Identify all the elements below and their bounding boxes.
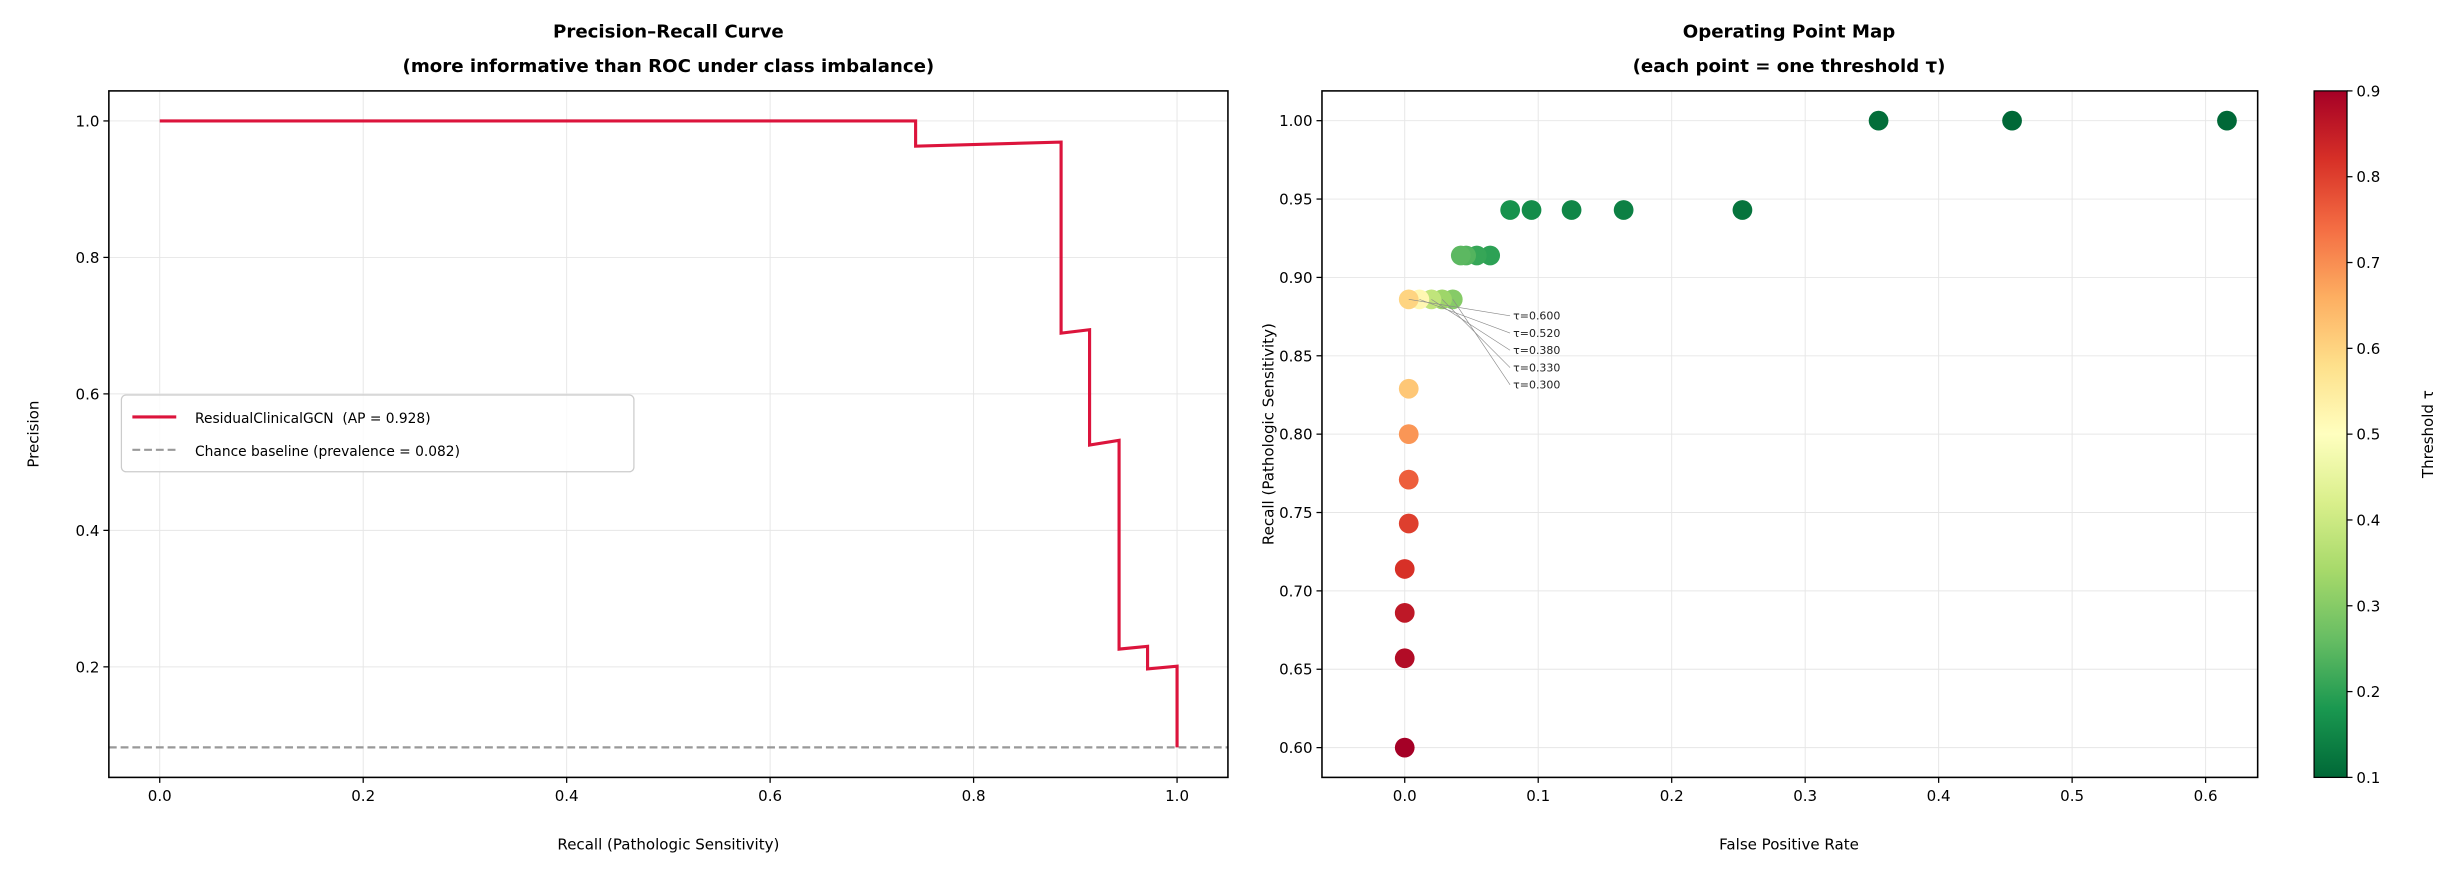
pr-y-tick-label: 0.6 [76, 385, 100, 403]
colorbar-tick-label: 0.7 [2356, 254, 2380, 272]
pr-y-tick-label: 0.2 [76, 658, 100, 676]
op-x-tick-label: 0.4 [1927, 787, 1951, 805]
op-y-tick-label: 0.65 [1279, 661, 1312, 679]
colorbar-tick-label: 0.3 [2356, 597, 2380, 615]
pr-x-tick-label: 0.8 [962, 787, 986, 805]
colorbar-tick-label: 0.9 [2356, 82, 2380, 100]
operating-point [2217, 110, 2237, 131]
op-x-tick-label: 0.1 [1526, 787, 1550, 805]
operating-point [1398, 469, 1419, 490]
pr-x-tick-label: 1.0 [1165, 787, 1189, 805]
pr-y-tick-label: 1.0 [76, 112, 100, 130]
op-chart-title: Operating Point Map [1683, 22, 1896, 43]
operating-point [1500, 200, 1521, 220]
threshold-annotation: τ=0.330 [1513, 361, 1560, 374]
threshold-annotation: τ=0.600 [1513, 310, 1560, 323]
pr-y-axis-label: Precision [24, 401, 42, 468]
threshold-annotation-leader [1452, 299, 1511, 385]
colorbar-tick-label: 0.8 [2356, 168, 2380, 186]
pr-y-tick-label: 0.4 [76, 522, 100, 540]
threshold-annotation-leader [1431, 299, 1511, 351]
pr-chart-title: Precision–Recall Curve [553, 22, 784, 43]
colorbar-gradient [2313, 90, 2348, 779]
op-x-axis-label: False Positive Rate [1719, 835, 1859, 853]
pr-axes-frame [108, 90, 1229, 779]
pr-legend: ResidualClinicalGCN (AP = 0.928) Chance … [120, 394, 635, 473]
op-y-tick-label: 0.90 [1279, 269, 1312, 287]
colorbar-tick-label: 0.1 [2356, 769, 2380, 787]
colorbar-tick-label: 0.6 [2356, 340, 2380, 358]
pr-x-tick-label: 0.4 [555, 787, 579, 805]
op-x-tick-label: 0.3 [1793, 787, 1817, 805]
colorbar: 0.1 0.2 0.3 0.4 0.5 0.6 0.7 0.8 0.9 Threshold τ [2313, 82, 2437, 787]
threshold-annotation: τ=0.520 [1513, 327, 1560, 340]
op-y-tick-label: 0.95 [1279, 191, 1312, 209]
op-y-tick-label: 0.70 [1279, 582, 1312, 600]
operating-point [1394, 737, 1415, 758]
colorbar-tick-label: 0.4 [2356, 511, 2380, 529]
operating-point [1561, 200, 1582, 220]
op-y-tick-label: 0.75 [1279, 504, 1312, 522]
operating-point [1394, 559, 1415, 579]
pr-x-tick-label: 0.0 [148, 787, 172, 805]
legend-box [120, 394, 635, 473]
pr-curve-line [159, 119, 1179, 748]
pr-y-tick-label: 0.8 [76, 249, 100, 267]
operating-point-chart: Operating Point Map (each point = one th… [1259, 22, 2259, 853]
op-y-tick-label: 0.85 [1279, 347, 1312, 365]
threshold-annotation-leader [1419, 299, 1511, 334]
pr-x-tick-label: 0.2 [351, 787, 375, 805]
operating-point [1732, 200, 1753, 220]
pr-x-axis-label: Recall (Pathologic Sensitivity) [557, 835, 779, 853]
pr-x-tick-label: 0.6 [758, 787, 782, 805]
operating-point [1398, 378, 1419, 399]
operating-point [1398, 513, 1419, 534]
legend-label-baseline: Chance baseline (prevalence = 0.082) [195, 444, 460, 460]
legend-label-model: ResidualClinicalGCN (AP = 0.928) [195, 411, 431, 427]
threshold-annotation-leader [1441, 299, 1511, 368]
pr-chart: Precision–Recall Curve (more informative… [24, 22, 1229, 853]
colorbar-label: Threshold τ [2419, 390, 2437, 479]
op-x-tick-label: 0.5 [2060, 787, 2084, 805]
colorbar-tick-label: 0.2 [2356, 683, 2380, 701]
operating-point [1521, 200, 1542, 220]
operating-point [1394, 602, 1415, 623]
operating-point [1394, 648, 1415, 669]
operating-point [1613, 200, 1634, 220]
op-x-tick-label: 0.0 [1393, 787, 1417, 805]
operating-point [1398, 424, 1419, 445]
operating-point [2002, 110, 2022, 131]
op-y-tick-label: 1.00 [1279, 112, 1312, 130]
threshold-annotation: τ=0.380 [1513, 344, 1560, 357]
op-y-axis-label: Recall (Pathologic Sensitivity) [1259, 323, 1277, 545]
threshold-annotation-leader [1408, 299, 1511, 317]
pr-chart-subtitle: (more informative than ROC under class i… [403, 56, 935, 77]
op-y-tick-label: 0.80 [1279, 426, 1312, 444]
threshold-annotation: τ=0.300 [1513, 379, 1560, 392]
colorbar-tick-label: 0.5 [2356, 426, 2380, 444]
operating-point [1868, 110, 1889, 131]
op-x-tick-label: 0.2 [1660, 787, 1684, 805]
op-y-tick-label: 0.60 [1279, 739, 1312, 757]
op-x-tick-label: 0.6 [2194, 787, 2218, 805]
operating-point [1450, 245, 1471, 266]
op-chart-subtitle: (each point = one threshold τ) [1633, 56, 1946, 77]
